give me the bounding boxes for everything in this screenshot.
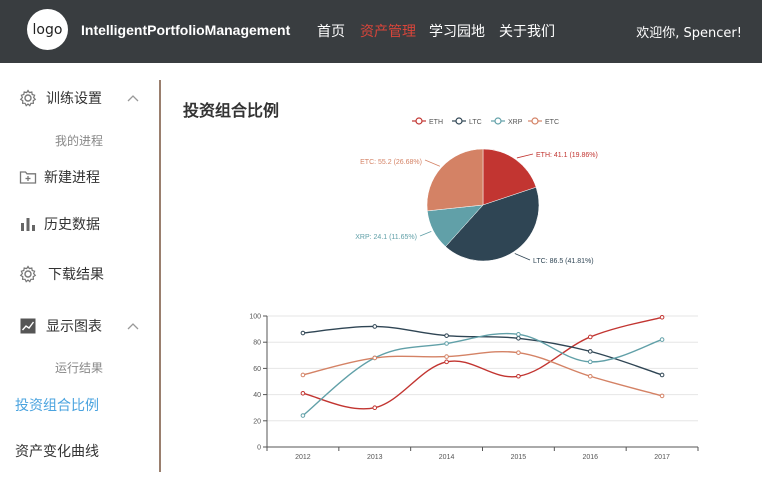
sidebar-item-label: 训练设置 <box>46 91 102 107</box>
data-point-eth[interactable] <box>516 373 521 379</box>
data-point-eth[interactable] <box>444 359 449 365</box>
sidebar-item-show-charts[interactable]: 显示图表 <box>0 314 158 338</box>
data-point-eth[interactable] <box>300 390 306 396</box>
x-tick-label: 2014 <box>439 454 455 461</box>
x-tick-label: 2017 <box>654 454 670 461</box>
data-point-ltc[interactable] <box>516 335 521 341</box>
y-tick-label: 0 <box>257 445 261 452</box>
sidebar <box>0 63 160 489</box>
series-line-etc[interactable] <box>302 350 663 397</box>
pie-label-ltc: LTC: 86.5 (41.81%) <box>533 258 594 265</box>
series-line-eth[interactable] <box>302 316 663 410</box>
legend-item-eth[interactable]: ETH <box>412 117 443 126</box>
pie-slice-etc[interactable] <box>426 148 484 212</box>
sidebar-subitem-my-progress[interactable]: 我的进程 <box>55 134 104 148</box>
pie-leader-line <box>424 159 441 167</box>
pie-leader-line <box>514 253 531 261</box>
sidebar-item-label: 显示图表 <box>46 319 102 335</box>
y-tick-label: 80 <box>253 340 261 347</box>
pie-label-etc: ETC: 55.2 (26.68%) <box>360 159 422 166</box>
sidebar-item-asset-curve[interactable]: 资产变化曲线 <box>15 444 99 460</box>
x-tick-label: 2015 <box>511 454 527 461</box>
series-line-xrp[interactable] <box>302 332 663 417</box>
chevron-up-icon[interactable] <box>127 322 139 330</box>
welcome-text: 欢迎你, Spencer! <box>636 26 742 41</box>
chevron-up-icon[interactable] <box>127 94 139 102</box>
data-point-xrp[interactable] <box>516 332 521 337</box>
data-point-etc[interactable] <box>300 372 306 378</box>
data-point-ltc[interactable] <box>300 330 306 336</box>
pie-leader-line <box>419 230 432 237</box>
legend-label: XRP <box>508 119 523 126</box>
data-point-etc[interactable] <box>516 350 521 355</box>
x-tick-label: 2013 <box>367 454 383 461</box>
y-tick-label: 60 <box>253 366 261 373</box>
data-point-xrp[interactable] <box>659 337 665 342</box>
y-tick-label: 20 <box>253 418 261 425</box>
nav-learning[interactable]: 学习园地 <box>429 24 485 40</box>
y-tick-label: 40 <box>253 392 261 399</box>
sidebar-item-label: 新建进程 <box>44 170 100 186</box>
data-point-ltc[interactable] <box>372 324 378 329</box>
sidebar-item-portfolio-ratio[interactable]: 投资组合比例 <box>15 398 99 414</box>
legend-label: ETH <box>429 119 443 126</box>
data-point-eth[interactable] <box>372 405 378 411</box>
line-chart-icon <box>20 318 36 334</box>
series-line-ltc[interactable] <box>302 325 663 376</box>
nav-about[interactable]: 关于我们 <box>499 24 555 40</box>
data-point-ltc[interactable] <box>444 333 449 338</box>
x-tick-label: 2016 <box>582 454 598 461</box>
data-point-etc[interactable] <box>659 393 665 399</box>
sidebar-subitem-run-results[interactable]: 运行结果 <box>55 361 104 375</box>
legend-item-ltc[interactable]: LTC <box>452 117 482 126</box>
data-point-etc[interactable] <box>444 354 449 359</box>
logo[interactable]: logo <box>27 9 68 50</box>
data-point-xrp[interactable] <box>444 341 449 346</box>
data-point-etc[interactable] <box>587 373 593 379</box>
legend-item-etc[interactable]: ETC <box>528 117 559 126</box>
data-point-xrp[interactable] <box>587 359 593 365</box>
data-point-eth[interactable] <box>659 315 665 320</box>
gear-icon <box>19 89 37 107</box>
bar-chart-icon <box>21 218 35 231</box>
data-point-etc[interactable] <box>372 355 378 361</box>
sidebar-item-label: 历史数据 <box>44 217 100 233</box>
legend-label: LTC <box>469 119 482 126</box>
data-point-xrp[interactable] <box>372 355 378 361</box>
x-tick-label: 2012 <box>295 454 311 461</box>
sidebar-item-training-settings[interactable]: 训练设置 <box>0 86 158 110</box>
pie-slice-ltc[interactable] <box>445 186 540 262</box>
sidebar-item-history-data[interactable]: 历史数据 <box>0 212 158 236</box>
pie-slice-xrp[interactable] <box>427 204 484 247</box>
page-title: 投资组合比例 <box>183 101 280 120</box>
data-point-xrp[interactable] <box>300 413 306 418</box>
nav-home[interactable]: 首页 <box>317 24 345 40</box>
folder-plus-icon <box>19 171 37 184</box>
pie-label-xrp: XRP: 24.1 (11.65%) <box>355 234 417 241</box>
brand-name[interactable]: IntelligentPortfolioManagement <box>81 22 291 38</box>
data-point-eth[interactable] <box>587 334 593 340</box>
data-point-ltc[interactable] <box>659 372 665 378</box>
sidebar-item-new-process[interactable]: 新建进程 <box>0 165 158 189</box>
y-tick-label: 100 <box>249 314 261 321</box>
gear-icon <box>19 265 37 283</box>
top-header: logo IntelligentPortfolioManagement 首页 资… <box>0 0 762 63</box>
sidebar-divider <box>159 80 161 472</box>
pie-leader-line <box>516 153 534 159</box>
sidebar-item-download-results[interactable]: 下载结果 <box>0 262 158 286</box>
data-point-ltc[interactable] <box>587 349 593 354</box>
sidebar-item-label: 下载结果 <box>48 267 104 283</box>
legend-item-xrp[interactable]: XRP <box>491 117 523 126</box>
legend-label: ETC <box>545 119 559 126</box>
nav-asset-management[interactable]: 资产管理 <box>360 24 416 40</box>
pie-label-eth: ETH: 41.1 (19.86%) <box>536 152 598 159</box>
pie-slice-eth[interactable] <box>482 148 537 206</box>
